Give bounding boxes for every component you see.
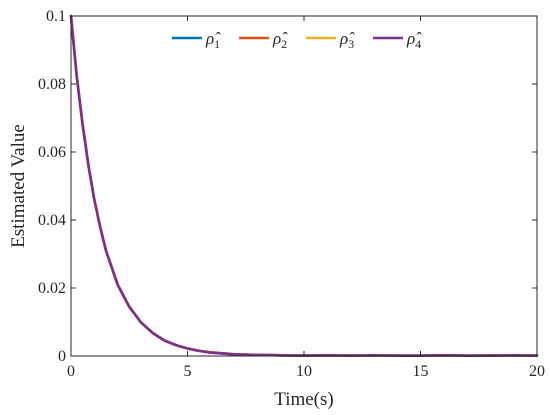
y-tick-label: 0.02 [38, 280, 66, 297]
x-axis-ticks: 0 5 10 15 20 [67, 16, 545, 380]
y-tick-label: 0 [58, 348, 66, 365]
y-tick-label: 0.08 [38, 76, 66, 93]
x-axis-label: Time(s) [274, 389, 333, 410]
x-tick-label: 15 [413, 363, 429, 380]
x-tick-label: 20 [529, 363, 545, 380]
y-axis-label: Estimated Value [8, 124, 29, 248]
y-axis-ticks: 0 0.02 0.04 0.06 0.08 0.1 [38, 8, 537, 365]
y-tick-label: 0.1 [46, 8, 66, 25]
plot-area [69, 14, 539, 357]
x-tick-label: 5 [184, 363, 192, 380]
plot-background [71, 16, 537, 356]
x-tick-label: 10 [296, 363, 312, 380]
y-tick-label: 0.06 [38, 144, 66, 161]
x-tick-label: 0 [67, 363, 75, 380]
y-tick-label: 0.04 [38, 212, 66, 229]
